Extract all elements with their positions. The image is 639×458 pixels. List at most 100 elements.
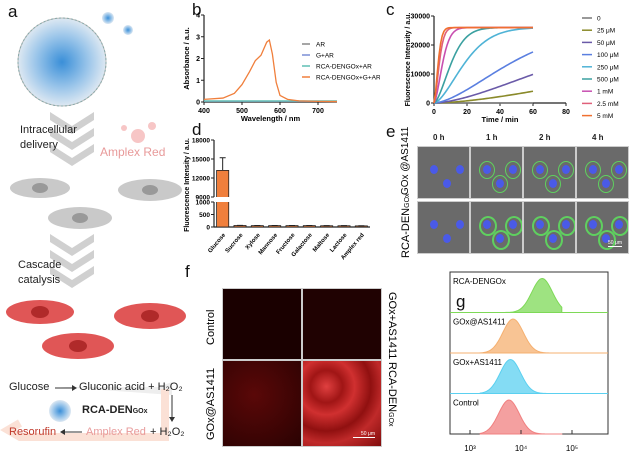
y-tick-label: 1 <box>196 78 200 85</box>
legend-label: RCA-DENGOx+G+AR <box>316 75 380 82</box>
row-label-rca-den: RCA-DENGOx <box>400 193 412 258</box>
micrograph-gox-plus-as1411 <box>302 288 382 360</box>
x-tick-label: 10³ <box>464 444 476 453</box>
y-axis-label: Fluorescence Intensity / a.u. <box>184 138 191 232</box>
y-tick-label: 0 <box>426 101 430 108</box>
y-tick-label: 18000 <box>192 138 210 145</box>
label-text: RCA-DEN <box>386 362 398 413</box>
legend-label: 500 μM <box>597 77 619 84</box>
y-tick-label: 30000 <box>411 14 431 21</box>
y-tick-label: 500 <box>199 212 210 219</box>
column-header: 0 h <box>433 133 445 142</box>
chart-d: 050010009000120001500018000GlucoseSucros… <box>184 138 370 261</box>
legend-label: 250 μM <box>597 64 619 71</box>
label-gox-at-as1411: GOx@AS1411 <box>205 367 217 440</box>
confocal-image <box>523 201 576 254</box>
y-tick-label: 15000 <box>192 157 210 164</box>
rca-den-sub: GOx <box>132 408 148 415</box>
legend-label: G+AR <box>316 53 334 60</box>
column-header: 2 h <box>539 133 551 142</box>
nanoparticle-small-icon <box>102 12 114 24</box>
y-tick-label: 9000 <box>196 195 211 202</box>
amplex-red-droplet-icon <box>131 129 145 143</box>
legend-label: 5 mM <box>597 113 613 120</box>
category-label: Xylose <box>245 232 262 251</box>
scale-bar <box>353 437 375 438</box>
series-line <box>433 73 534 104</box>
resorufin-text: Resorufin <box>9 426 57 438</box>
panel-label-b: b <box>192 0 202 19</box>
x-tick-label: 60 <box>529 109 537 116</box>
x-tick-label: 700 <box>312 108 324 115</box>
x-tick-label: 20 <box>463 109 471 116</box>
histogram-label: Control <box>453 399 479 408</box>
nanoparticle-small-icon <box>123 25 133 35</box>
panel-label-c: c <box>386 0 395 19</box>
y-axis-label: Fluorescence Intensity / a.u. <box>405 13 412 107</box>
row-label-text: RCA-DEN <box>400 207 412 258</box>
y-tick-label: 1000 <box>196 200 211 207</box>
y-tick-label: 20000 <box>411 43 431 50</box>
axis-break <box>216 197 234 202</box>
confocal-image <box>576 146 629 199</box>
y-tick-label: 12000 <box>192 176 210 183</box>
x-tick-label: 0 <box>432 109 436 116</box>
amplex-red-text-2: Amplex Red <box>86 426 146 438</box>
gluconic-text: Gluconic acid + H₂O₂ <box>79 381 183 393</box>
panel-label-g: g <box>456 292 466 311</box>
panel-label-e: e <box>386 122 396 141</box>
x-axis-label: Time / min <box>482 115 519 124</box>
label-gox-plus-as1411: GOx+AS1411 <box>386 292 398 360</box>
histogram <box>479 399 563 435</box>
y-tick-label: 4 <box>196 13 200 20</box>
chevron-arrows-icon <box>50 112 94 288</box>
series-line <box>433 26 533 104</box>
micrograph-control <box>222 288 302 360</box>
legend-label: RCA-DENGOx+AR <box>316 64 372 71</box>
schematic-graphics <box>6 12 186 359</box>
series-line <box>433 90 534 104</box>
row-label-sub: GOx <box>404 193 411 208</box>
x-tick-label: 600 <box>274 108 286 115</box>
legend-label: 25 μM <box>597 28 615 35</box>
micrograph-gox-at-as1411 <box>222 360 302 447</box>
y-axis-label: Absorbance / a.u. <box>182 27 191 90</box>
series-line <box>433 51 534 104</box>
chart-c: 0 20 40 60 80 0 10000 20000 30000 0 25 μM 50 μM 100 … <box>405 13 619 124</box>
chart-b: 400 500 600 700 0 1 2 3 4 AR G+AR RCA-DENGOx+AR RCA-… <box>182 13 380 124</box>
panel-label-a: a <box>8 2 18 21</box>
x-tick-label: 400 <box>198 108 210 115</box>
y-tick-label: 0 <box>206 225 210 232</box>
delivery-text: Intracellular delivery <box>20 124 77 151</box>
glucose-text: Glucose <box>9 381 50 393</box>
x-tick-label: 80 <box>562 109 570 116</box>
column-header: 4 h <box>592 133 604 142</box>
legend-label: 50 μM <box>597 40 615 47</box>
amplex-red-text: Amplex Red <box>100 145 166 159</box>
histogram-label: GOx@AS1411 <box>453 318 506 327</box>
confocal-image <box>417 201 470 254</box>
legend-label: 0 <box>597 16 601 23</box>
nanoparticle-icon <box>49 400 71 422</box>
rca-den-text: RCA-DEN <box>82 404 133 416</box>
label-control: Control <box>205 309 217 345</box>
histogram-label: GOx+AS1411 <box>453 358 503 367</box>
panel-label-f: f <box>185 262 190 281</box>
y-tick-label: 10000 <box>411 72 431 79</box>
x-axis-label: Wavelength / nm <box>241 114 301 123</box>
label-rca-den-f: RCA-DENGOx <box>386 362 398 427</box>
cascade-text: Cascade catalysis <box>18 259 62 286</box>
h2o2-text: + H₂O₂ <box>150 426 185 438</box>
confocal-image <box>417 146 470 199</box>
histogram-label: RCA-DENGOx <box>453 277 506 286</box>
scale-bar: 50 μm <box>608 240 622 247</box>
column-header: 1 h <box>486 133 498 142</box>
series-line <box>203 38 338 103</box>
confocal-image <box>576 201 629 254</box>
reaction-arrows <box>0 382 175 441</box>
y-tick-label: 3 <box>196 34 200 41</box>
panel-label-d: d <box>192 120 202 139</box>
rca-den-label: RCA-DENGOx <box>82 404 148 416</box>
x-tick-label: 10⁵ <box>566 444 578 453</box>
